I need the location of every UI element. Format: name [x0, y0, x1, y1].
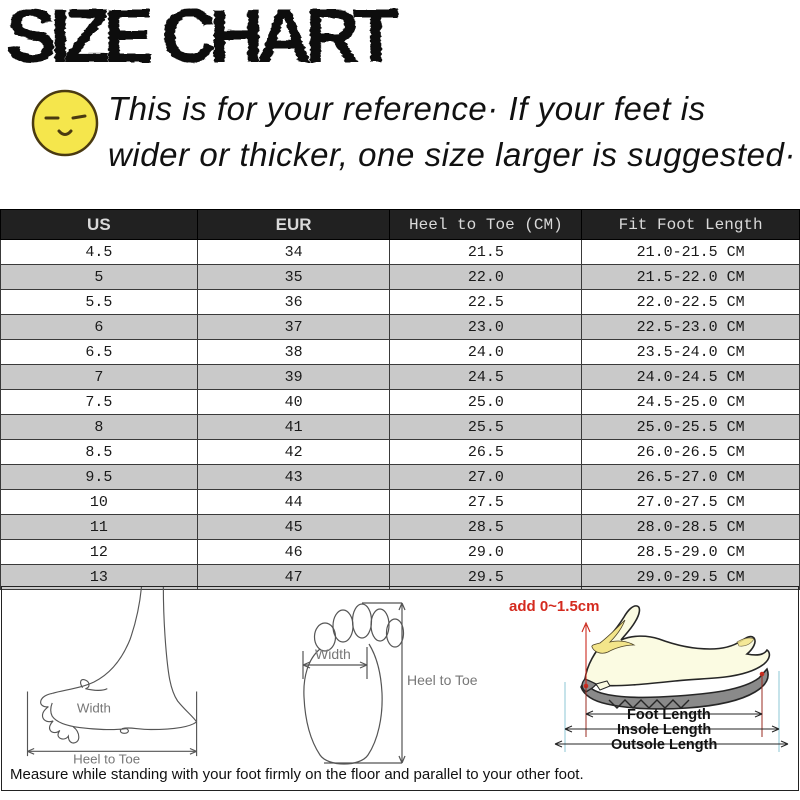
svg-text:Heel to Toe: Heel to Toe: [407, 672, 478, 688]
svg-text:Foot Length: Foot Length: [627, 707, 711, 723]
svg-text:Width: Width: [77, 700, 111, 715]
svg-text:SIZE CHART: SIZE CHART: [6, 0, 399, 79]
svg-text:Heel to Toe: Heel to Toe: [73, 752, 140, 767]
svg-text:Width: Width: [315, 646, 351, 662]
svg-text:Outsole Length: Outsole Length: [611, 737, 717, 753]
svg-text:add 0~1.5cm: add 0~1.5cm: [509, 598, 599, 615]
svg-text:Insole Length: Insole Length: [617, 722, 711, 738]
